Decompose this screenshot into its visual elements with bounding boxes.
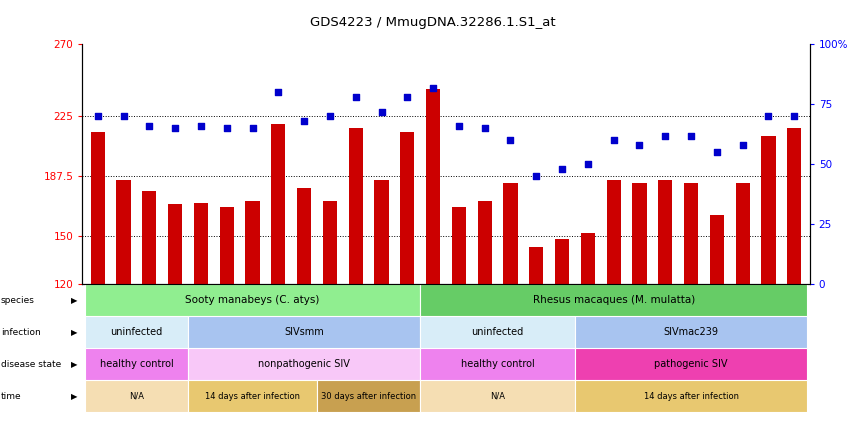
Point [375, 108, 389, 115]
Point [246, 125, 260, 132]
Text: SIVmac239: SIVmac239 [663, 327, 719, 337]
Bar [188, 380, 317, 412]
Bar [632, 183, 647, 284]
Bar [85, 316, 188, 348]
Point [194, 123, 208, 130]
Point [710, 149, 724, 156]
Bar [188, 348, 420, 380]
Point [529, 173, 543, 180]
Point [761, 113, 775, 120]
Bar [85, 380, 188, 412]
Bar [188, 316, 420, 348]
Bar [91, 132, 105, 284]
Text: ▶: ▶ [71, 328, 78, 337]
Bar [658, 180, 672, 284]
Point [323, 113, 337, 120]
Bar [684, 183, 698, 284]
Bar [503, 183, 518, 284]
Text: Rhesus macaques (M. mulatta): Rhesus macaques (M. mulatta) [533, 295, 695, 305]
Bar [606, 180, 621, 284]
Point [297, 118, 311, 125]
Text: SIVsmm: SIVsmm [284, 327, 324, 337]
Bar [168, 204, 182, 284]
Bar [420, 380, 575, 412]
Text: uninfected: uninfected [110, 327, 163, 337]
Bar [317, 380, 420, 412]
Bar [323, 201, 337, 284]
Bar [245, 201, 260, 284]
Bar [477, 201, 492, 284]
Point [271, 89, 285, 96]
Bar [426, 89, 440, 284]
Bar [420, 348, 575, 380]
Text: N/A: N/A [129, 392, 144, 400]
Point [400, 94, 414, 101]
Point [426, 84, 440, 91]
Text: nonpathogenic SIV: nonpathogenic SIV [258, 359, 350, 369]
Bar [420, 316, 575, 348]
Point [452, 123, 466, 130]
Bar [555, 239, 569, 284]
Text: healthy control: healthy control [100, 359, 173, 369]
Text: uninfected: uninfected [471, 327, 524, 337]
Bar [452, 207, 466, 284]
Bar [271, 124, 286, 284]
Bar [142, 191, 157, 284]
Text: healthy control: healthy control [461, 359, 534, 369]
Text: GDS4223 / MmugDNA.32286.1.S1_at: GDS4223 / MmugDNA.32286.1.S1_at [310, 16, 556, 28]
Point [478, 125, 492, 132]
Bar [575, 380, 807, 412]
Bar [735, 183, 750, 284]
Bar [85, 348, 188, 380]
Bar [710, 215, 724, 284]
Bar [374, 180, 389, 284]
Bar [400, 132, 415, 284]
Bar [529, 247, 543, 284]
Point [555, 166, 569, 173]
Point [91, 113, 105, 120]
Point [117, 113, 131, 120]
Text: Sooty manabeys (C. atys): Sooty manabeys (C. atys) [185, 295, 320, 305]
Point [581, 161, 595, 168]
Text: species: species [1, 296, 35, 305]
Text: infection: infection [1, 328, 41, 337]
Bar [297, 188, 311, 284]
Bar [116, 180, 131, 284]
Bar [349, 127, 363, 284]
Point [736, 142, 750, 149]
Point [168, 125, 182, 132]
Bar [787, 127, 801, 284]
Bar [420, 284, 807, 316]
Text: pathogenic SIV: pathogenic SIV [655, 359, 727, 369]
Text: time: time [1, 392, 22, 400]
Text: ▶: ▶ [71, 392, 78, 400]
Bar [575, 348, 807, 380]
Text: disease state: disease state [1, 360, 61, 369]
Point [787, 113, 801, 120]
Text: 14 days after infection: 14 days after infection [643, 392, 739, 400]
Bar [220, 207, 234, 284]
Bar [85, 284, 420, 316]
Text: 30 days after infection: 30 days after infection [321, 392, 417, 400]
Point [632, 142, 646, 149]
Point [503, 137, 517, 144]
Point [607, 137, 621, 144]
Text: ▶: ▶ [71, 296, 78, 305]
Point [658, 132, 672, 139]
Point [349, 94, 363, 101]
Bar [194, 202, 208, 284]
Point [684, 132, 698, 139]
Text: N/A: N/A [490, 392, 505, 400]
Text: ▶: ▶ [71, 360, 78, 369]
Point [220, 125, 234, 132]
Text: 14 days after infection: 14 days after infection [205, 392, 300, 400]
Bar [761, 135, 776, 284]
Bar [581, 233, 595, 284]
Bar [575, 316, 807, 348]
Point [142, 123, 156, 130]
